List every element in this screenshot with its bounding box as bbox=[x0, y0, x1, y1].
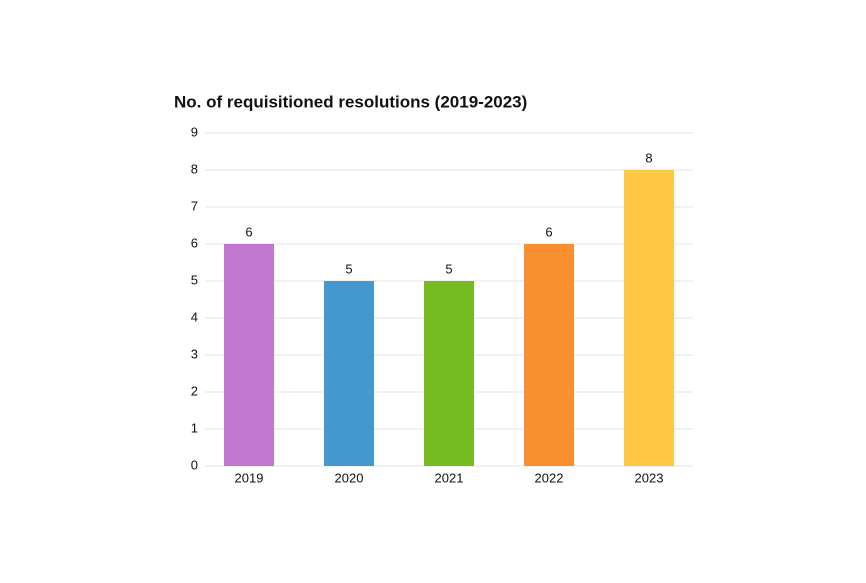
x-tick-label: 2020 bbox=[335, 470, 364, 485]
x-tick-label: 2019 bbox=[235, 470, 264, 485]
data-label: 6 bbox=[245, 224, 252, 239]
y-tick-label: 3 bbox=[191, 346, 198, 361]
bar bbox=[524, 244, 574, 466]
y-tick-label: 6 bbox=[191, 235, 198, 250]
y-tick-label: 7 bbox=[191, 198, 198, 213]
x-tick-label: 2022 bbox=[535, 470, 564, 485]
y-tick-label: 9 bbox=[191, 124, 198, 139]
data-label: 8 bbox=[645, 150, 652, 165]
bar bbox=[424, 281, 474, 466]
y-tick-label: 2 bbox=[191, 383, 198, 398]
y-tick-label: 8 bbox=[191, 161, 198, 176]
x-tick-label: 2023 bbox=[635, 470, 664, 485]
bar bbox=[324, 281, 374, 466]
y-tick-label: 4 bbox=[191, 309, 198, 324]
data-label: 6 bbox=[545, 224, 552, 239]
y-tick-label: 0 bbox=[191, 457, 198, 472]
data-label: 5 bbox=[345, 261, 352, 276]
y-tick-label: 5 bbox=[191, 272, 198, 287]
data-label: 5 bbox=[445, 261, 452, 276]
bar bbox=[624, 170, 674, 466]
bar bbox=[224, 244, 274, 466]
y-tick-label: 1 bbox=[191, 420, 198, 435]
x-tick-label: 2021 bbox=[435, 470, 464, 485]
chart-title: No. of requisitioned resolutions (2019-2… bbox=[174, 92, 527, 111]
